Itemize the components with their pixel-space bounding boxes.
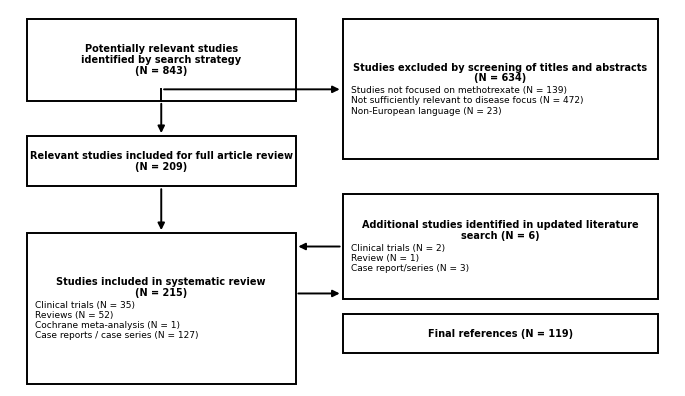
Text: Non-European language (N = 23): Non-European language (N = 23) [351,107,501,116]
Text: Studies included in systematic review: Studies included in systematic review [56,277,266,287]
Text: Cochrane meta-analysis (N = 1): Cochrane meta-analysis (N = 1) [35,321,180,330]
Bar [27,136,295,187]
Text: identified by search strategy: identified by search strategy [82,55,241,65]
Text: (N = 634): (N = 634) [474,74,526,84]
Text: Relevant studies included for full article review: Relevant studies included for full artic… [29,151,292,161]
Text: Additional studies identified in updated literature: Additional studies identified in updated… [362,220,638,230]
Bar [27,19,295,101]
Text: Case reports / case series (N = 127): Case reports / case series (N = 127) [35,331,199,340]
Text: (N = 209): (N = 209) [135,162,188,171]
Text: Studies not focused on methotrexate (N = 139): Studies not focused on methotrexate (N =… [351,86,566,95]
Bar [342,314,658,353]
Text: Review (N = 1): Review (N = 1) [351,254,419,263]
Text: Not sufficiently relevant to disease focus (N = 472): Not sufficiently relevant to disease foc… [351,97,583,105]
Bar [342,19,658,159]
Text: (N = 843): (N = 843) [135,66,188,76]
Text: Clinical trials (N = 35): Clinical trials (N = 35) [35,301,135,310]
Text: Potentially relevant studies: Potentially relevant studies [85,44,238,54]
Text: Reviews (N = 52): Reviews (N = 52) [35,311,114,320]
Text: Studies excluded by screening of titles and abstracts: Studies excluded by screening of titles … [353,63,647,72]
Text: Final references (N = 119): Final references (N = 119) [427,329,573,339]
Text: search (N = 6): search (N = 6) [461,230,540,241]
Text: Case report/series (N = 3): Case report/series (N = 3) [351,264,469,273]
Text: (N = 215): (N = 215) [135,287,188,298]
Bar [342,194,658,299]
Bar [27,233,295,384]
Text: Clinical trials (N = 2): Clinical trials (N = 2) [351,244,445,253]
